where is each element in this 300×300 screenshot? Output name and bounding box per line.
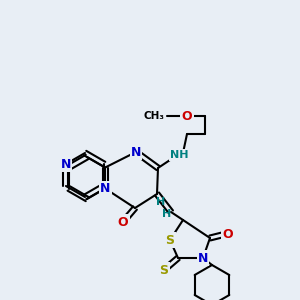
Text: H: H: [162, 209, 172, 219]
Text: NH: NH: [170, 150, 188, 160]
Text: O: O: [118, 215, 128, 229]
Text: S: S: [166, 233, 175, 247]
Text: N: N: [100, 182, 110, 195]
Text: H: H: [156, 197, 166, 207]
Text: S: S: [160, 263, 169, 277]
Text: O: O: [182, 110, 192, 122]
Text: N: N: [198, 251, 208, 265]
Text: N: N: [61, 158, 71, 170]
Text: O: O: [223, 227, 233, 241]
Text: CH₃: CH₃: [144, 111, 165, 121]
Text: N: N: [131, 146, 141, 158]
